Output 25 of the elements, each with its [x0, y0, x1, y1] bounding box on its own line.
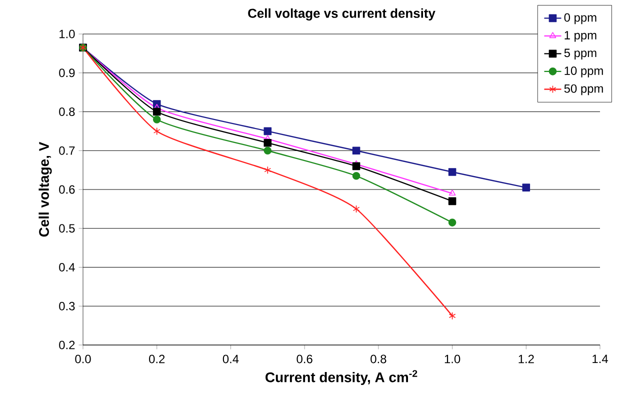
y-tick-label: 0.8 [59, 108, 75, 116]
x-tick-label: 0.8 [370, 354, 386, 364]
y-tick-label: 0.6 [59, 185, 75, 194]
x-tick-label: 0.4 [222, 354, 239, 364]
chart-title: Cell voltage vs current density [248, 8, 436, 21]
x-tick-label: 0.6 [296, 354, 312, 364]
legend-label: 10 ppm [564, 66, 603, 78]
x-tick-label: 1.4 [592, 354, 608, 363]
y-tick-label: 0.7 [59, 146, 75, 155]
legend-label: 50 ppm [564, 84, 603, 96]
x-tick-label: 0.2 [149, 354, 165, 364]
legend-label: 1 ppm [564, 31, 596, 42]
y-axis-title: Cell voltage, V [38, 142, 52, 237]
y-tick-label: 0.2 [59, 340, 75, 350]
legend-label: 0 ppm [564, 13, 596, 24]
y-tick-label: 0.3 [59, 302, 75, 310]
x-axis-title: Current density, A cm$^{-2}$ [266, 370, 418, 385]
y-tick-label: 0.4 [59, 263, 75, 272]
y-tick-label: 1.0 [60, 30, 75, 38]
x-tick-label: 1.0 [444, 354, 460, 364]
x-tick-label: 1.2 [518, 354, 534, 364]
y-tick-label: 0.9 [59, 68, 75, 78]
x-tick-label: 0.0 [75, 354, 91, 364]
legend-label: 5 ppm [564, 48, 596, 60]
y-tick-label: 0.5 [59, 224, 75, 233]
